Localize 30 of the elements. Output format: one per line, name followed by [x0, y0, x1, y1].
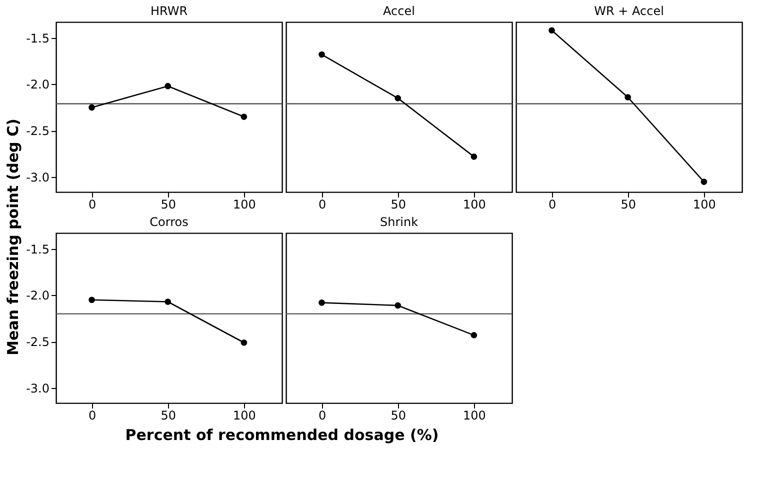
chart-title: WR + Accel: [594, 4, 664, 18]
x-tick-label: 0: [318, 408, 326, 422]
y-tick-label: -2.0: [26, 288, 50, 303]
x-tick-label: 50: [390, 408, 406, 422]
x-tick-label: 50: [160, 408, 176, 422]
x-tick-label: 0: [88, 408, 96, 422]
y-tick-label: -1.5: [26, 242, 50, 256]
y-tick-label: -1.5: [26, 31, 50, 46]
x-tick-label: 0: [88, 198, 96, 212]
chart-title: Corros: [150, 215, 188, 229]
x-tick-label: 50: [390, 198, 406, 212]
chart-title: Accel: [383, 4, 415, 18]
y-tick-label: -3.0: [26, 170, 50, 185]
x-tick-label: 100: [233, 408, 256, 422]
y-tick-label: -2.5: [26, 124, 50, 138]
y-tick-label: -2.5: [26, 335, 50, 350]
x-tick-label: 50: [620, 198, 636, 212]
x-tick-label: 100: [693, 198, 716, 212]
x-tick-label: 100: [463, 198, 486, 212]
y-axis-title: Mean freezing point (deg C): [4, 118, 22, 356]
y-tick-label: -3.0: [26, 382, 50, 396]
x-tick-label: 100: [463, 408, 486, 422]
chart-title: HRWR: [150, 4, 188, 18]
x-tick-label: 100: [233, 198, 256, 212]
x-tick-label: 0: [318, 198, 326, 212]
x-tick-label: 50: [160, 198, 176, 212]
chart-title: Shrink: [380, 215, 418, 229]
x-axis-title: Percent of recommended dosage (%): [125, 426, 439, 444]
y-tick-label: -2.0: [26, 78, 50, 92]
x-tick-label: 0: [548, 198, 556, 212]
